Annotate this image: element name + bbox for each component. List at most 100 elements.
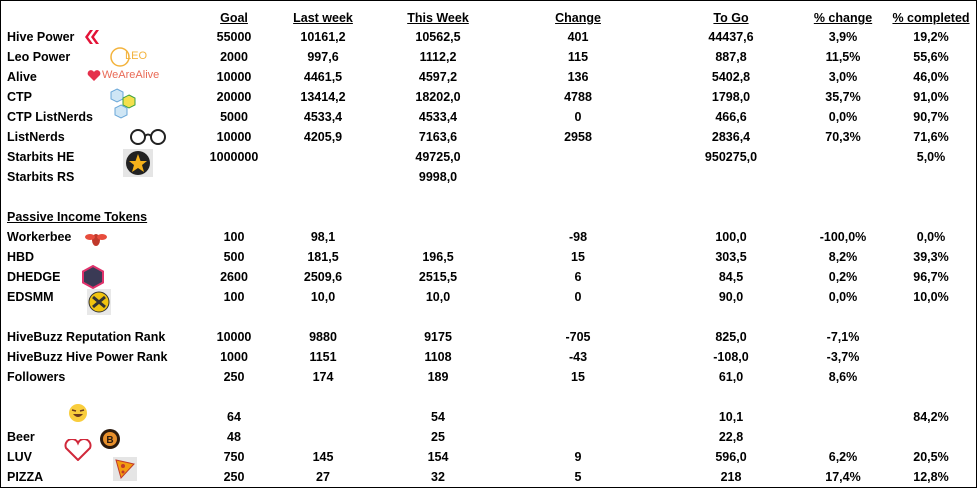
cell-value: 100	[223, 230, 245, 244]
cell-value: 4533,4	[303, 110, 343, 124]
cell-value: 997,6	[307, 50, 339, 64]
column-header: Goal	[220, 11, 248, 25]
row-label: EDSMM	[7, 290, 54, 304]
row-label: Followers	[7, 370, 66, 384]
row-label: Starbits RS	[7, 170, 75, 184]
cell-value: 5000	[220, 110, 248, 124]
cell-value: 154	[427, 450, 449, 464]
cell-value: 71,6%	[913, 130, 949, 144]
cell-value: 22,8	[718, 430, 744, 444]
row-label: CTP ListNerds	[7, 110, 93, 124]
cell-value: 54	[431, 410, 445, 424]
row-label: PIZZA	[7, 470, 44, 484]
cell-value: 1798,0	[711, 90, 751, 104]
cell-value: 1151	[309, 350, 337, 364]
column-header: Change	[555, 11, 601, 25]
cell-value: 750	[223, 450, 245, 464]
cell-value: 100,0	[715, 230, 747, 244]
cell-value: 98,1	[310, 230, 336, 244]
cell-value: 4788	[564, 90, 592, 104]
cell-value: -108,0	[713, 350, 749, 364]
cell-value: 1112,2	[419, 50, 457, 64]
ctp-icon	[110, 88, 136, 119]
cell-value: 55000	[216, 30, 252, 44]
column-header: This Week	[407, 11, 469, 25]
column-header: % completed	[892, 11, 970, 25]
cell-value: 174	[312, 370, 334, 384]
cell-value: 401	[567, 30, 589, 44]
cell-value: -100,0%	[819, 230, 867, 244]
cell-value: 10,0	[310, 290, 336, 304]
hive-icon	[85, 30, 99, 44]
cell-value: 9175	[424, 330, 452, 344]
cell-value: 950275,0	[704, 150, 758, 164]
cell-value: 2515,5	[418, 270, 458, 284]
cell-value: -3,7%	[826, 350, 860, 364]
heart-icon	[87, 70, 101, 81]
cell-value: 136	[567, 70, 589, 84]
cell-value: 10161,2	[300, 30, 346, 44]
cell-value: 189	[427, 370, 449, 384]
cell-value: 10,1	[718, 410, 744, 424]
cell-value: 5	[574, 470, 582, 484]
cell-value: 0	[574, 110, 582, 124]
cell-value: 13414,2	[300, 90, 346, 104]
cell-value: 64	[227, 410, 241, 424]
cell-value: 12,8%	[913, 470, 949, 484]
cell-value: 39,3%	[913, 250, 949, 264]
cell-value: 825,0	[715, 330, 747, 344]
cell-value: 10000	[216, 330, 252, 344]
cell-value: 4597,2	[418, 70, 458, 84]
cell-value: 6,2%	[828, 450, 858, 464]
row-label: Leo Power	[7, 50, 71, 64]
cell-value: 5,0%	[916, 150, 946, 164]
cell-value: 10,0	[425, 290, 451, 304]
cell-value: 115	[567, 50, 589, 64]
cell-value: 10000	[216, 70, 252, 84]
column-header: % change	[813, 11, 873, 25]
cell-value: 3,9%	[828, 30, 858, 44]
cell-value: 70,3%	[825, 130, 861, 144]
row-label: Starbits HE	[7, 150, 75, 164]
cell-value: 0,0%	[828, 290, 858, 304]
cell-value: 20,5%	[913, 450, 949, 464]
cell-value: 100	[223, 290, 245, 304]
cell-value: 7163,6	[418, 130, 458, 144]
row-label: LUV	[7, 450, 32, 464]
cell-value: 35,7%	[825, 90, 861, 104]
cell-value: -98	[568, 230, 588, 244]
beer-icon: B	[100, 429, 120, 449]
cell-value: 145	[312, 450, 334, 464]
cell-value: 15	[571, 370, 585, 384]
cell-value: 8,6%	[828, 370, 858, 384]
cell-value: 500	[223, 250, 245, 264]
cell-value: 15	[571, 250, 585, 264]
cell-value: 250	[223, 370, 245, 384]
leo-icon	[110, 47, 130, 67]
emoji-icon	[69, 404, 87, 422]
cell-value: 11,5%	[825, 50, 861, 64]
cell-value: 84,2%	[913, 410, 949, 424]
cell-value: 84,5	[718, 270, 744, 284]
cell-value: 4205,9	[303, 130, 343, 144]
cell-value: 25	[431, 430, 445, 444]
cell-value: 9880	[309, 330, 337, 344]
cell-value: 4533,4	[418, 110, 458, 124]
cell-value: 48	[227, 430, 241, 444]
cell-value: 96,7%	[913, 270, 949, 284]
cell-value: 27	[316, 470, 330, 484]
row-label: Beer	[7, 430, 35, 444]
cell-value: 1000	[220, 350, 248, 364]
luv-icon	[64, 439, 92, 461]
bee-icon	[85, 234, 107, 246]
cell-value: 49725,0	[415, 150, 461, 164]
cell-value: 10562,5	[415, 30, 461, 44]
cell-value: 0,0%	[828, 110, 858, 124]
cell-value: 2000	[220, 50, 248, 64]
column-header: Last week	[293, 11, 353, 25]
row-label: Workerbee	[7, 230, 72, 244]
cell-value: 20000	[216, 90, 252, 104]
cell-value: 3,0%	[828, 70, 858, 84]
cell-value: -705	[565, 330, 591, 344]
